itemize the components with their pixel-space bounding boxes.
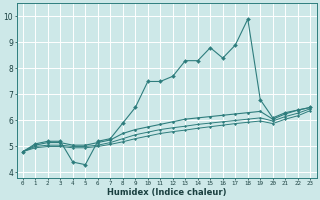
X-axis label: Humidex (Indice chaleur): Humidex (Indice chaleur) [107,188,226,197]
